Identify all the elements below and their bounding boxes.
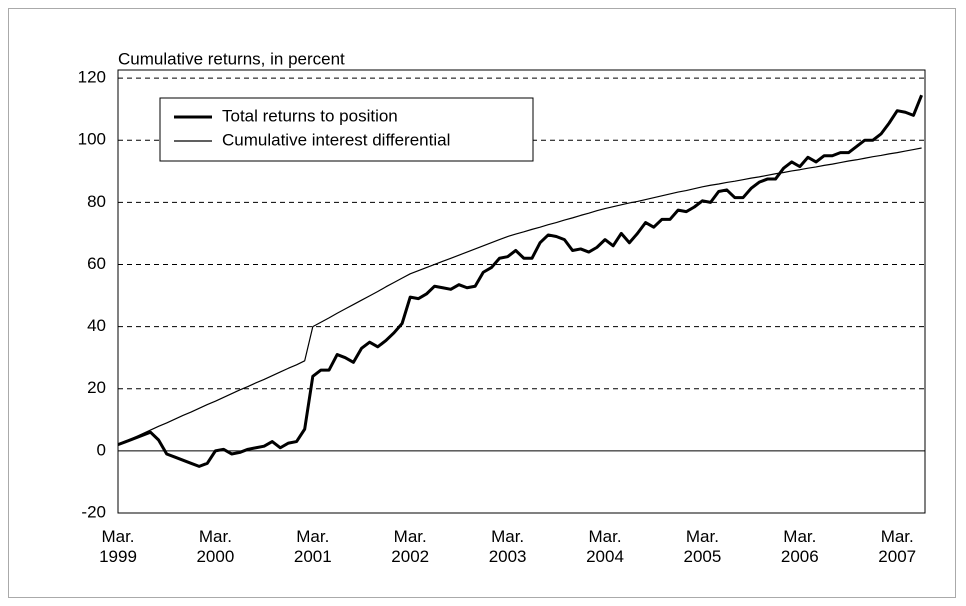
x-tick-label: Mar. 1999 — [99, 527, 137, 566]
line-series — [117, 94, 923, 468]
y-tick-label: 20 — [87, 378, 106, 397]
y-tick-label: 60 — [87, 254, 106, 273]
x-tick-label: Mar. 2006 — [780, 527, 819, 566]
x-tick-label: Mar. 2005 — [683, 527, 722, 566]
x-tick-label: Mar. 2000 — [196, 527, 235, 566]
x-tick-label: Mar. 2003 — [488, 527, 527, 566]
frame — [8, 8, 956, 598]
y-tick-label: 40 — [87, 316, 106, 335]
y-tick-label: -20 — [81, 502, 106, 521]
legend-label: Total returns to position — [222, 106, 398, 125]
x-tick-label: Mar. 2001 — [293, 527, 332, 566]
line-series — [117, 147, 922, 446]
legend-label: Cumulative interest differential — [222, 130, 450, 149]
y-tick-label: 120 — [78, 68, 106, 87]
legend-box — [159, 97, 534, 162]
plot-frame — [117, 69, 926, 514]
y-tick-label: 0 — [97, 440, 106, 459]
x-tick-label: Mar. 2007 — [878, 527, 917, 566]
y-tick-label: 100 — [78, 130, 106, 149]
x-tick-label: Mar. 2002 — [391, 527, 430, 566]
x-tick-label: Mar. 2004 — [586, 527, 624, 566]
y-tick-label: 80 — [87, 192, 106, 211]
y-axis-label: Cumulative returns, in percent — [118, 49, 345, 68]
